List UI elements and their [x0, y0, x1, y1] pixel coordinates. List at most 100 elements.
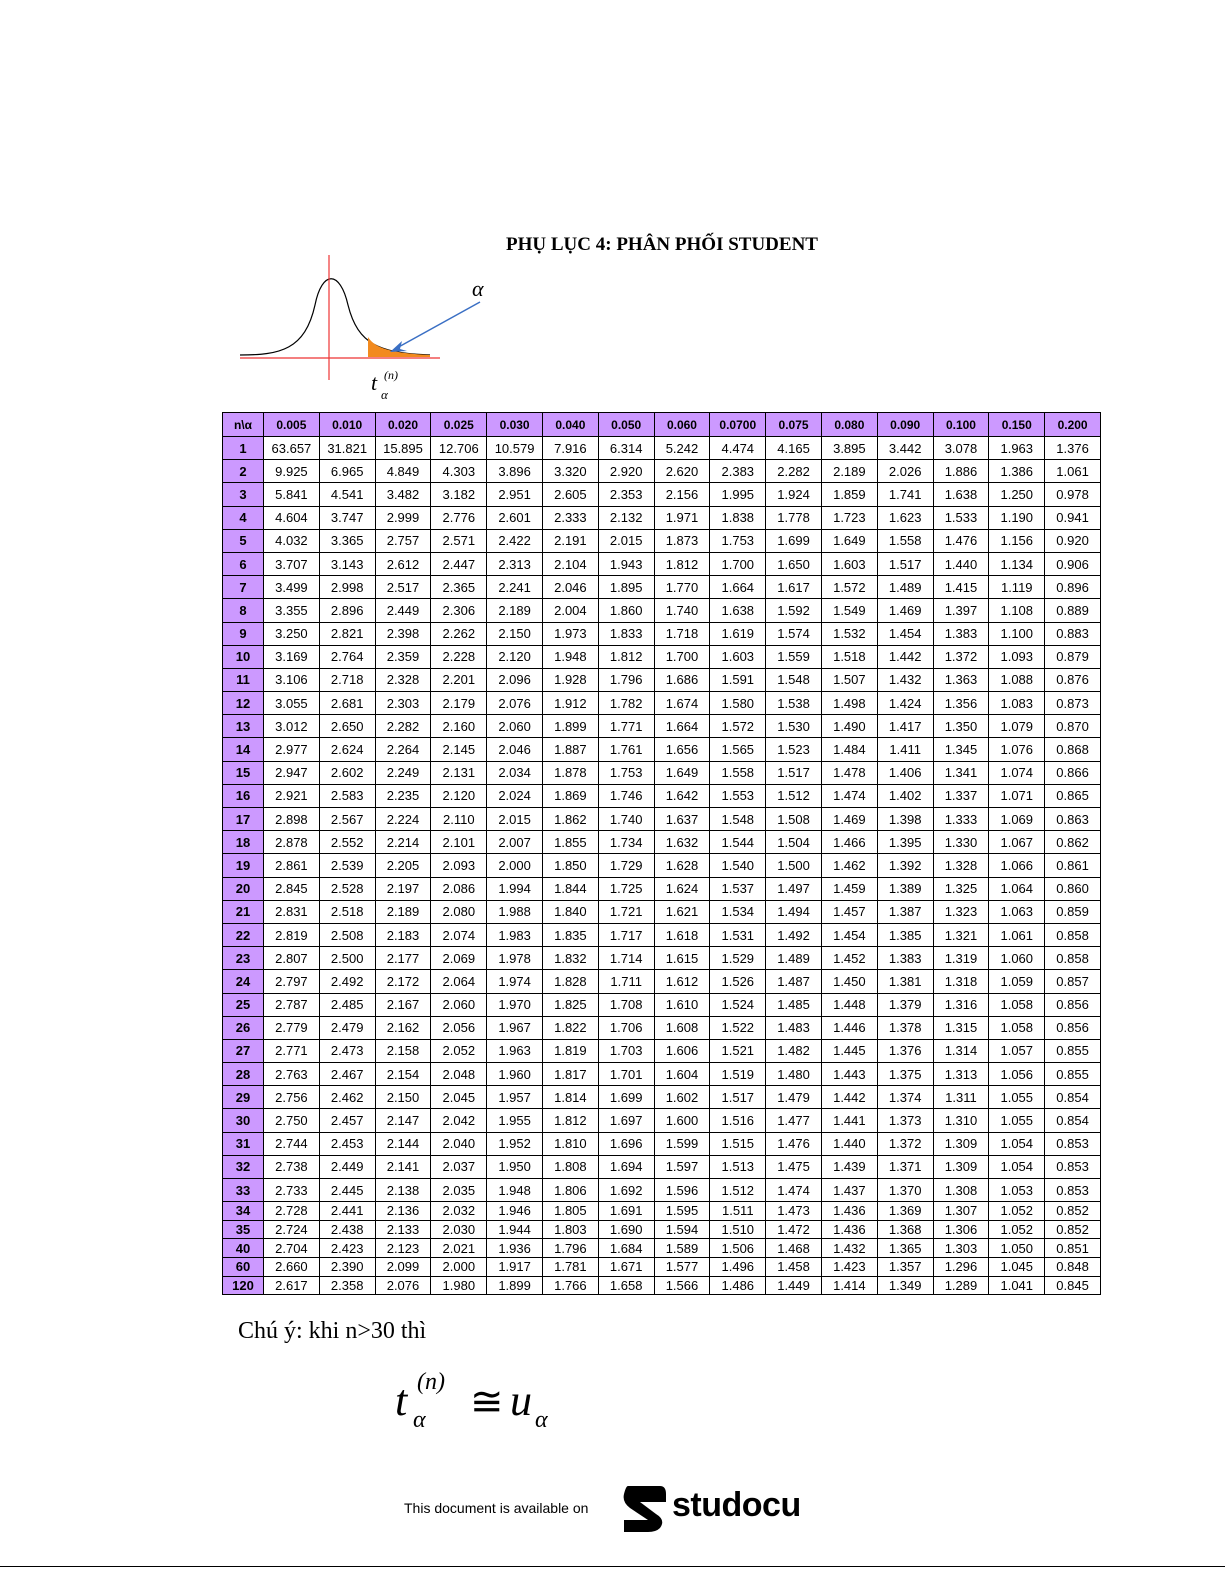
- cell: 2.733: [263, 1177, 320, 1203]
- cell: 2.133: [374, 1219, 432, 1240]
- cell: 1.721: [597, 899, 655, 924]
- cell: 1.637: [653, 806, 711, 832]
- cell: 63.657: [263, 435, 320, 461]
- cell: 1.457: [820, 899, 878, 924]
- row-label: 18: [222, 830, 264, 855]
- cell: 1.817: [541, 1062, 599, 1087]
- footer-text: This document is available on: [404, 1500, 589, 1516]
- cell: 2.235: [374, 783, 432, 809]
- cell: 1.100: [988, 621, 1046, 646]
- cell: 2.015: [597, 528, 655, 553]
- cell: 1.805: [541, 1201, 599, 1221]
- cell: 2.947: [263, 760, 320, 785]
- cell: 1.389: [876, 876, 934, 901]
- cell: 1.596: [653, 1177, 711, 1203]
- cell: 1.600: [653, 1108, 711, 1133]
- table-row: 40 2.704 2.423 2.123 2.021 1.936 1.796 1.684 1.5…: [222, 1238, 1101, 1258]
- cell: 1.983: [486, 922, 543, 948]
- cell: 1.450: [820, 969, 878, 994]
- cell: 1.696: [597, 1131, 655, 1156]
- cell: 2.060: [486, 714, 543, 739]
- cell: 1.496: [709, 1256, 767, 1277]
- row-label: 26: [222, 1015, 264, 1040]
- cell: 2.197: [374, 876, 432, 901]
- cell: 0.859: [1044, 899, 1101, 924]
- cell: 1.134: [988, 551, 1046, 577]
- cell: 1.076: [988, 737, 1046, 762]
- table-row: 19 2.861 2.539 2.205 2.093 2.000 1.850 1.729 1.6…: [222, 853, 1101, 878]
- cell: 2.000: [486, 853, 543, 878]
- cell: 0.858: [1044, 922, 1101, 948]
- cell: 1.052: [988, 1201, 1046, 1221]
- corner-header: n\α: [222, 412, 264, 437]
- cell: 9.925: [263, 459, 320, 484]
- cell: 1.057: [988, 1038, 1046, 1064]
- formula-sub: α: [413, 1407, 426, 1433]
- cell: 1.574: [765, 621, 822, 646]
- cell: 2.518: [318, 899, 376, 924]
- cell: 2.189: [374, 899, 432, 924]
- cell: 1.886: [932, 459, 990, 484]
- cell: 15.895: [374, 435, 432, 461]
- cell: 1.835: [541, 922, 599, 948]
- cell: 2.612: [374, 551, 432, 577]
- cell: 2.086: [430, 876, 488, 901]
- cell: 2.467: [318, 1062, 376, 1087]
- cell: 1.612: [653, 969, 711, 994]
- brand-name: studocu: [672, 1486, 801, 1524]
- cell: 1.500: [765, 853, 822, 878]
- note: Chú ý: khi n>30 thì: [238, 1318, 427, 1344]
- cell: 1.316: [932, 992, 990, 1017]
- table-row: 18 2.878 2.552 2.214 2.101 2.007 1.855 1.734 1.6…: [222, 830, 1101, 855]
- cell: 1.392: [876, 853, 934, 878]
- cell: 1.056: [988, 1062, 1046, 1087]
- cell: 2.724: [263, 1219, 320, 1240]
- cell: 2.365: [430, 575, 488, 600]
- cell: 1.079: [988, 714, 1046, 739]
- cell: 1.472: [765, 1219, 822, 1240]
- cell: 1.617: [765, 575, 822, 600]
- cell: 1.558: [876, 528, 934, 553]
- cell: 2.617: [263, 1275, 320, 1296]
- distribution-diagram: α t (n) α: [239, 255, 484, 402]
- table-row: 7 3.499 2.998 2.517 2.365 2.241 2.046 1.895 1.77…: [222, 575, 1101, 600]
- table-row: 11 3.106 2.718 2.328 2.201 2.096 1.928 1.796 1.6…: [222, 667, 1101, 693]
- cell: 2.110: [430, 806, 488, 832]
- table-row: 6 3.707 3.143 2.612 2.447 2.313 2.104 1.943 1.81…: [222, 551, 1101, 577]
- cell: 1.619: [709, 621, 767, 646]
- cell: 1.740: [597, 806, 655, 832]
- cell: 4.165: [765, 435, 822, 461]
- row-label: 15: [222, 760, 264, 785]
- cell: 0.855: [1044, 1038, 1101, 1064]
- row-label: 16: [222, 783, 264, 809]
- cell: 1.796: [541, 1238, 599, 1258]
- cell: 1.690: [597, 1219, 655, 1240]
- cell: 1.478: [820, 760, 878, 785]
- cell: 2.076: [486, 691, 543, 716]
- cell: 1.549: [820, 598, 878, 623]
- table-row: 35 2.724 2.438 2.133 2.030 1.944 1.803 1.690 1.5…: [222, 1219, 1101, 1240]
- cell: 1.477: [765, 1108, 822, 1133]
- cell: 1.980: [430, 1275, 488, 1296]
- cell: 0.870: [1044, 714, 1101, 739]
- cell: 0.868: [1044, 737, 1101, 762]
- row-label: 12: [222, 691, 264, 716]
- cell: 1.373: [876, 1108, 934, 1133]
- cell: 1.314: [932, 1038, 990, 1064]
- cell: 1.671: [597, 1256, 655, 1277]
- cell: 1.066: [988, 853, 1046, 878]
- cell: 3.012: [263, 714, 320, 739]
- table-row: 8 3.355 2.896 2.449 2.306 2.189 2.004 1.860 1.74…: [222, 598, 1101, 623]
- cell: 2.650: [318, 714, 376, 739]
- alpha-header: 0.0700: [709, 412, 767, 437]
- table-row: 24 2.797 2.492 2.172 2.064 1.974 1.828 1.711 1.6…: [222, 969, 1101, 994]
- cell: 1.489: [765, 946, 822, 971]
- alpha-label: α: [472, 276, 484, 301]
- cell: 1.974: [486, 969, 543, 994]
- cell: 1.577: [653, 1256, 711, 1277]
- cell: 0.856: [1044, 992, 1101, 1017]
- cell: 1.402: [876, 783, 934, 809]
- cell: 1.454: [820, 922, 878, 948]
- cell: 1.296: [932, 1256, 990, 1277]
- cell: 2.064: [430, 969, 488, 994]
